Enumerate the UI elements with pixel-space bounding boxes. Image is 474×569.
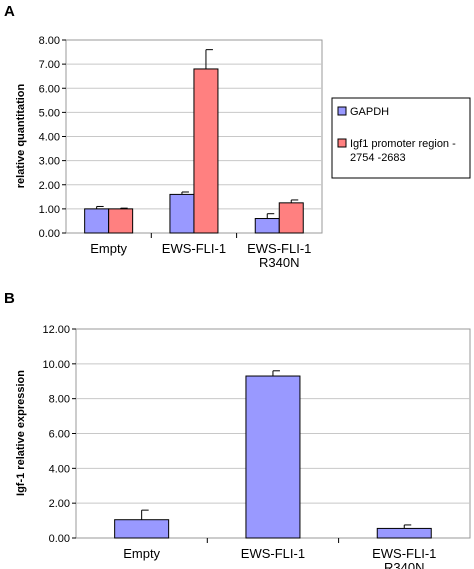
chart-b-bar xyxy=(114,519,170,539)
chart-a-y-tick-label: 0.00 xyxy=(39,228,60,240)
chart-a-y-tick-label: 6.00 xyxy=(39,83,60,95)
chart-b-y-tick-label: 12.00 xyxy=(42,324,70,336)
chart-b-error-bars xyxy=(141,370,412,529)
chart-a-x-tick-label: R340N xyxy=(259,255,299,270)
legend-swatch xyxy=(337,106,347,116)
chart-b-y-tick-label: 2.00 xyxy=(49,498,70,510)
legend-swatch xyxy=(337,138,347,148)
chart-b-bar xyxy=(376,527,432,539)
chart-b-x-tick-label: EWS-FLI-1 xyxy=(372,546,436,561)
panel-b-letter: B xyxy=(4,290,15,307)
panel-a-letter: A xyxy=(4,3,15,20)
chart-a-legend: GAPDH Igf1 promoter region - 2754 -2683 xyxy=(331,97,471,179)
chart-b-y-tick-label: 0.00 xyxy=(49,533,70,545)
chart-b-x-tick-label: EWS-FLI-1 xyxy=(241,546,305,561)
chart-b-y-tick-label: 10.00 xyxy=(42,359,70,371)
chart-b-y-tick-labels: 0.00 2.00 4.00 6.00 8.00 10.00 12.00 xyxy=(42,324,70,545)
chart-a-bar xyxy=(193,68,219,234)
chart-a-y-tick-label: 2.00 xyxy=(39,180,60,192)
chart-a-bar xyxy=(278,202,304,234)
chart-a-y-axis-label: relative quantitation xyxy=(15,83,27,188)
chart-a-y-tick-label: 1.00 xyxy=(39,204,60,216)
chart-a-y-tick-labels: 0.00 1.00 2.00 3.00 4.00 5.00 6.00 7.00 8.00 xyxy=(39,35,60,240)
chart-a-y-tick-label: 5.00 xyxy=(39,107,60,119)
chart-b-y-tick-label: 4.00 xyxy=(49,463,70,475)
chart-b-y-tick-label: 8.00 xyxy=(49,394,70,406)
chart-a-x-tick-label: EWS-FLI-1 xyxy=(162,241,226,256)
chart-a-x-tick-label: EWS-FLI-1 xyxy=(247,241,311,256)
chart-a-y-tick-label: 4.00 xyxy=(39,132,60,144)
legend-label: Igf1 promoter region - xyxy=(350,138,456,150)
legend-box xyxy=(331,97,471,179)
chart-a-y-tick-label: 8.00 xyxy=(39,35,60,47)
chart-b-bars xyxy=(114,375,432,539)
chart-b: 0.00 2.00 4.00 6.00 8.00 10.00 12.00 Empty EWS-… xyxy=(15,324,471,569)
chart-a-bars xyxy=(84,68,304,234)
chart-a-bar xyxy=(108,208,134,234)
chart-a-error-bars xyxy=(96,49,299,219)
chart-b-x-tick-label: R340N xyxy=(384,560,424,569)
chart-a-y-tick-label: 3.00 xyxy=(39,156,60,168)
chart-a-y-tick-label: 7.00 xyxy=(39,59,60,71)
chart-b-y-tick-label: 6.00 xyxy=(49,429,70,441)
chart-b-y-axis-label: Igf-1 relative expression xyxy=(15,370,27,496)
legend-label: GAPDH xyxy=(350,106,389,118)
chart-a: 0.00 1.00 2.00 3.00 4.00 5.00 6.00 7.00 8.00 Emp… xyxy=(15,35,471,270)
legend-label: 2754 -2683 xyxy=(350,152,406,164)
chart-b-x-tick-label: Empty xyxy=(123,546,160,561)
chart-a-bar xyxy=(254,218,280,234)
chart-a-bar xyxy=(84,208,110,234)
chart-a-bar xyxy=(169,193,195,234)
chart-a-x-tick-label: Empty xyxy=(90,241,127,256)
chart-b-bar xyxy=(245,375,301,539)
